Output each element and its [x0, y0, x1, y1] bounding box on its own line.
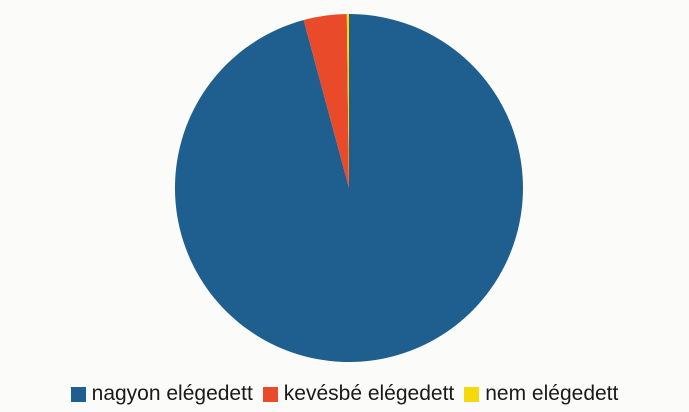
legend-swatch-nagyon-elegedett [70, 386, 86, 402]
legend-item-nagyon-elegedett: nagyon elégedett [70, 382, 253, 406]
chart-legend: nagyon elégedett kevésbé elégedett nem e… [0, 378, 689, 410]
legend-label-nem-elegedett: nem elégedett [485, 382, 619, 405]
legend-item-kevesbe-elegedett: kevésbé elégedett [262, 382, 455, 406]
pie-slice-nem-elegedett [346, 13, 349, 188]
legend-item-nem-elegedett: nem elégedett [464, 382, 618, 406]
legend-label-nagyon-elegedett: nagyon elégedett [91, 382, 253, 405]
pie-slice-kevesbe-elegedett [303, 14, 349, 189]
legend-swatch-nem-elegedett [464, 386, 480, 402]
legend-label-kevesbe-elegedett: kevésbé elégedett [283, 382, 455, 405]
legend-swatch-kevesbe-elegedett [262, 386, 278, 402]
pie-slice-nagyon-elegedett [174, 14, 523, 362]
